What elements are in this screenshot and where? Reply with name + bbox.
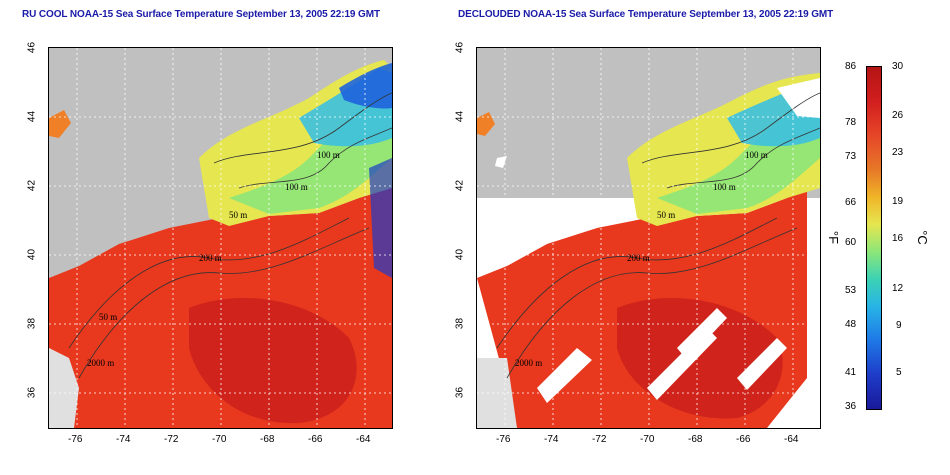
- x-tick: -74: [116, 434, 131, 445]
- contour-label: 100 m: [317, 150, 340, 160]
- x-tick: -68: [688, 434, 703, 445]
- colorbar-c-label: 16: [892, 233, 904, 244]
- x-tick: -70: [212, 434, 227, 445]
- sst-map-raw[interactable]: 100 m 100 m 50 m 200 m 50 m 2000 m: [48, 47, 393, 429]
- y-tick: 40: [454, 248, 466, 261]
- colorbar-f-label: 41: [845, 367, 857, 378]
- y-tick: 46: [26, 41, 38, 54]
- y-tick: 44: [454, 110, 466, 123]
- contour-label: 50 m: [657, 210, 675, 220]
- x-tick: -74: [544, 434, 559, 445]
- y-tick: 38: [454, 317, 466, 330]
- y-tick: 46: [454, 41, 466, 54]
- colorbar-f-label: 36: [845, 401, 857, 412]
- colorbar-c-label: 12: [892, 283, 904, 294]
- contour-label: 200 m: [199, 253, 222, 263]
- celsius-unit-label: °C: [914, 230, 930, 245]
- y-tick: 38: [26, 317, 38, 330]
- contour-label: 100 m: [285, 182, 308, 192]
- y-tick: 40: [26, 248, 38, 261]
- y-tick: 42: [454, 179, 466, 192]
- left-map-title: RU COOL NOAA-15 Sea Surface Temperature …: [22, 9, 380, 20]
- x-tick: -76: [68, 434, 83, 445]
- x-tick: -64: [784, 434, 799, 445]
- contour-label: 200 m: [627, 253, 650, 263]
- colorbar-c-label: 30: [892, 61, 904, 72]
- x-tick: -64: [356, 434, 371, 445]
- contour-label: 100 m: [745, 150, 768, 160]
- colorbar-f-label: 53: [845, 285, 857, 296]
- contour-label: 2000 m: [515, 358, 542, 368]
- x-tick: -68: [260, 434, 275, 445]
- right-map-title: DECLOUDED NOAA-15 Sea Surface Temperatur…: [458, 9, 834, 20]
- colorbar-c-label: 23: [892, 147, 904, 158]
- x-tick: -70: [640, 434, 655, 445]
- x-tick: -72: [592, 434, 607, 445]
- contour-label: 50 m: [229, 210, 247, 220]
- colorbar-c-label: 19: [892, 196, 904, 207]
- temperature-colorbar: [866, 66, 882, 410]
- y-tick: 36: [454, 386, 466, 399]
- contour-label: 100 m: [713, 182, 736, 192]
- contour-label: 2000 m: [87, 358, 114, 368]
- colorbar-c-label: 26: [892, 110, 904, 121]
- fahrenheit-unit-label: °F: [826, 230, 842, 245]
- x-tick: -66: [308, 434, 323, 445]
- x-tick: -66: [736, 434, 751, 445]
- contour-label: 50 m: [99, 312, 117, 322]
- y-tick: 36: [26, 386, 38, 399]
- x-tick: -76: [496, 434, 511, 445]
- colorbar-f-label: 86: [845, 61, 857, 72]
- y-tick: 42: [26, 179, 38, 192]
- y-tick: 44: [26, 110, 38, 123]
- colorbar-f-label: 78: [845, 117, 857, 128]
- colorbar-f-label: 48: [845, 319, 857, 330]
- x-tick: -72: [164, 434, 179, 445]
- colorbar-f-label: 60: [845, 237, 857, 248]
- colorbar-f-label: 66: [845, 197, 857, 208]
- sst-map-declouded[interactable]: 100 m 100 m 50 m 200 m 2000 m: [476, 47, 821, 429]
- colorbar-c-label: 5: [896, 367, 902, 378]
- colorbar-f-label: 73: [845, 151, 857, 162]
- colorbar-c-label: 9: [896, 320, 902, 331]
